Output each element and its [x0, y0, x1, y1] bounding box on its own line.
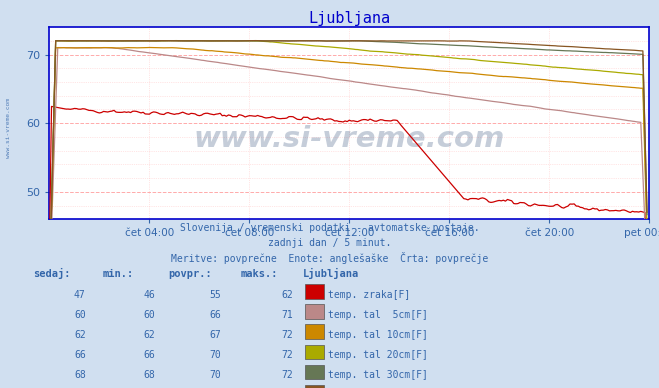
Text: 60: 60	[74, 310, 86, 320]
Text: Meritve: povprečne  Enote: anglešaške  Črta: povprečje: Meritve: povprečne Enote: anglešaške Črt…	[171, 252, 488, 264]
Text: temp. tal 20cm[F]: temp. tal 20cm[F]	[328, 350, 428, 360]
Text: 55: 55	[209, 289, 221, 300]
Text: min.:: min.:	[102, 269, 133, 279]
Text: 70: 70	[209, 370, 221, 380]
Text: temp. zraka[F]: temp. zraka[F]	[328, 289, 411, 300]
Text: 67: 67	[209, 330, 221, 340]
Text: 62: 62	[281, 289, 293, 300]
Text: 62: 62	[74, 330, 86, 340]
Text: 68: 68	[74, 370, 86, 380]
Text: 66: 66	[209, 310, 221, 320]
Text: 68: 68	[143, 370, 155, 380]
Text: maks.:: maks.:	[241, 269, 278, 279]
Text: 66: 66	[74, 350, 86, 360]
Text: 72: 72	[281, 370, 293, 380]
Text: 70: 70	[209, 350, 221, 360]
Text: 47: 47	[74, 289, 86, 300]
Text: 66: 66	[143, 350, 155, 360]
Text: 46: 46	[143, 289, 155, 300]
Text: www.si-vreme.com: www.si-vreme.com	[6, 98, 11, 158]
Text: temp. tal 30cm[F]: temp. tal 30cm[F]	[328, 370, 428, 380]
Text: www.si-vreme.com: www.si-vreme.com	[194, 125, 505, 152]
Text: temp. tal  5cm[F]: temp. tal 5cm[F]	[328, 310, 428, 320]
Text: temp. tal 10cm[F]: temp. tal 10cm[F]	[328, 330, 428, 340]
Text: 60: 60	[143, 310, 155, 320]
Text: povpr.:: povpr.:	[168, 269, 212, 279]
Text: zadnji dan / 5 minut.: zadnji dan / 5 minut.	[268, 238, 391, 248]
Text: 71: 71	[281, 310, 293, 320]
Text: 72: 72	[281, 330, 293, 340]
Text: 62: 62	[143, 330, 155, 340]
Text: Ljubljana: Ljubljana	[303, 268, 359, 279]
Text: Slovenija / vremenski podatki - avtomatske postaje.: Slovenija / vremenski podatki - avtomats…	[180, 223, 479, 233]
Text: 72: 72	[281, 350, 293, 360]
Text: sedaj:: sedaj:	[33, 268, 71, 279]
Title: Ljubljana: Ljubljana	[308, 11, 390, 26]
